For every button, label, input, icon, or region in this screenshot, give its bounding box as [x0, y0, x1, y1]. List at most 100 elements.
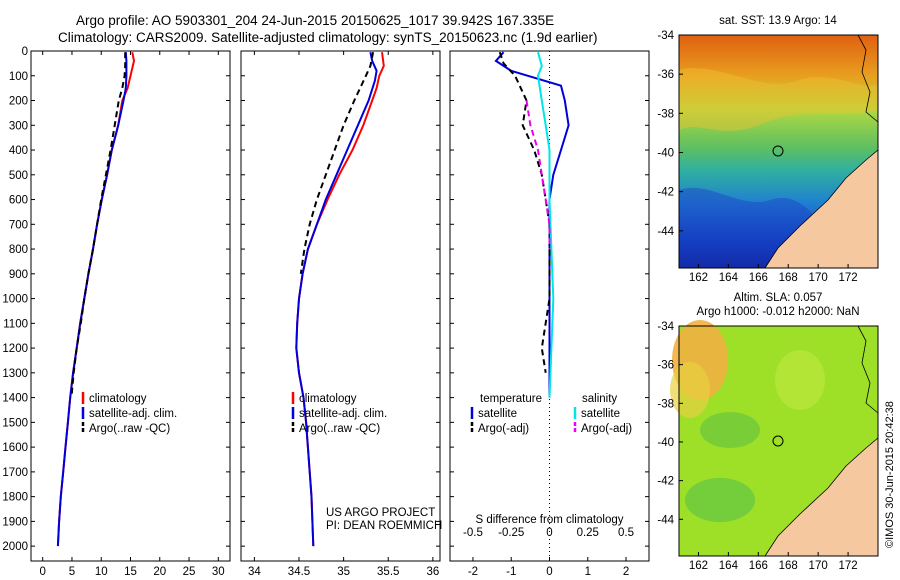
difference-x-tick-label: 1: [585, 566, 591, 578]
sst-map: [678, 34, 879, 269]
temperature-x-tick-label: 20: [153, 566, 166, 578]
map-lon-tick-label: 168: [779, 560, 798, 572]
temperature-x-tick-label: 10: [95, 566, 108, 578]
depth-tick-label: 0: [22, 46, 28, 58]
temperature-x-tick-label: 25: [183, 566, 196, 578]
map-lat-tick-label: -36: [657, 360, 674, 372]
salinity-diff-tick-label: 0.25: [577, 527, 599, 539]
sla-green-patch: [700, 412, 760, 448]
map-lat-tick-label: -38: [657, 398, 674, 410]
difference-x-tick-label: -2: [468, 566, 478, 578]
salinity-x-tick-label: 34: [248, 566, 261, 578]
map-lon-tick-label: 170: [809, 560, 828, 572]
sla-map-title-2: Argo h1000: -0.012 h2000: NaN: [696, 306, 859, 318]
salinity-x-tick-label: 35.5: [377, 566, 399, 578]
depth-tick-label: 1400: [2, 393, 28, 405]
depth-tick-label: 800: [9, 244, 28, 256]
map-lon-tick-label: 168: [779, 272, 798, 284]
project-label: US ARGO PROJECT: [326, 507, 435, 519]
sst-warm-band: [679, 68, 878, 131]
temperature-legend-label: satellite-adj. clim.: [89, 408, 177, 420]
salinity-legend-label: climatology: [299, 393, 357, 405]
map-lat-tick-label: -44: [657, 514, 674, 526]
difference-x-tick-label: 0: [546, 566, 552, 578]
sla-argo-location-marker: [772, 435, 784, 447]
difference-legend-label: satellite: [478, 408, 517, 420]
map-lat-tick-label: -44: [657, 226, 674, 238]
depth-tick-label: 1100: [3, 318, 28, 330]
map-lon-tick-label: 166: [749, 560, 768, 572]
depth-tick-label: 300: [9, 120, 28, 132]
temperature-legend-label: Argo(..raw -QC): [89, 423, 170, 435]
depth-tick-label: 1500: [2, 417, 28, 429]
map-lon-tick-label: 162: [689, 560, 708, 572]
sst-map-frame: [678, 34, 879, 269]
salinity-diff-axis-label: S difference from climatology: [475, 514, 623, 526]
legend-header-temperature: temperature: [480, 393, 542, 405]
salinity-diff-tick-label: -0.5: [463, 527, 483, 539]
salinity-diff-tick-label: 0: [546, 527, 552, 539]
map-lon-tick-label: 166: [749, 272, 768, 284]
map-lon-tick-label: 164: [719, 272, 739, 284]
depth-tick-label: 1000: [2, 294, 28, 306]
sst-bathymetry-contour: [857, 34, 879, 123]
difference-x-tick-label: -1: [506, 566, 516, 578]
sla-bathymetry-contour: [857, 325, 879, 414]
salinity-legend-label: Argo(..raw -QC): [299, 423, 380, 435]
map-lat-tick-label: -42: [657, 187, 674, 199]
depth-tick-label: 1700: [2, 467, 28, 479]
map-lat-tick-label: -40: [657, 147, 674, 159]
temperature-series-black: [70, 52, 127, 398]
depth-tick-label: 400: [9, 145, 28, 157]
salinity-diff-tick-label: 0.5: [618, 527, 634, 539]
map-lat-tick-label: -40: [657, 437, 674, 449]
depth-tick-label: 900: [9, 269, 28, 281]
temperature-series-red: [56, 52, 136, 547]
depth-tick-label: 700: [9, 219, 28, 231]
salinity-x-tick-label: 34.5: [288, 566, 310, 578]
depth-tick-label: 1300: [2, 368, 28, 380]
salinity-plot-frame: [240, 50, 441, 562]
map-lon-tick-label: 164: [719, 560, 739, 572]
temperature-x-tick-label: 0: [40, 566, 46, 578]
depth-tick-label: 1200: [2, 343, 28, 355]
map-lon-tick-label: 172: [838, 272, 857, 284]
sla-warm-anomaly-2: [670, 362, 710, 418]
map-lon-tick-label: 170: [809, 272, 828, 284]
sst-map-title: sat. SST: 13.9 Argo: 14: [719, 15, 837, 27]
difference-series-blue: [494, 51, 570, 398]
depth-tick-label: 1900: [2, 516, 28, 528]
salinity-x-tick-label: 35: [337, 566, 350, 578]
temperature-x-tick-label: 15: [124, 566, 137, 578]
title-line-1: Argo profile: AO 5903301_204 24-Jun-2015…: [76, 13, 555, 28]
depth-tick-label: 1800: [2, 492, 28, 504]
sla-map-title-1: Altim. SLA: 0.057: [734, 292, 823, 304]
difference-legend-label: Argo(-adj): [478, 423, 529, 435]
sla-yellow-patch: [775, 350, 825, 410]
map-lon-tick-label: 172: [838, 560, 857, 572]
difference-series-cyan: [536, 51, 555, 398]
difference-x-tick-label: 2: [623, 566, 629, 578]
difference-series-black: [498, 51, 551, 373]
depth-tick-label: 600: [9, 195, 28, 207]
salinity-diff-tick-label: -0.25: [498, 527, 524, 539]
sst-argo-location-marker: [772, 145, 784, 157]
depth-tick-label: 2000: [2, 541, 28, 553]
pi-label: PI: DEAN ROEMMICH: [326, 520, 442, 532]
map-lat-tick-label: -38: [657, 108, 674, 120]
temperature-x-tick-label: 5: [69, 566, 75, 578]
temperature-legend-label: climatology: [89, 393, 147, 405]
map-lat-tick-label: -36: [657, 69, 674, 81]
legend-header-salinity: salinity: [582, 393, 617, 405]
salinity-x-tick-label: 36: [426, 566, 439, 578]
sla-green-patch-2: [685, 478, 755, 522]
map-lat-tick-label: -34: [657, 321, 674, 333]
depth-tick-label: 500: [9, 170, 28, 182]
depth-tick-label: 200: [9, 96, 28, 108]
difference-legend-label: Argo(-adj): [581, 423, 632, 435]
difference-series-magenta: [525, 100, 551, 250]
depth-tick-label: 1600: [2, 442, 28, 454]
sla-map: [670, 320, 879, 557]
salinity-series-black: [299, 52, 375, 274]
